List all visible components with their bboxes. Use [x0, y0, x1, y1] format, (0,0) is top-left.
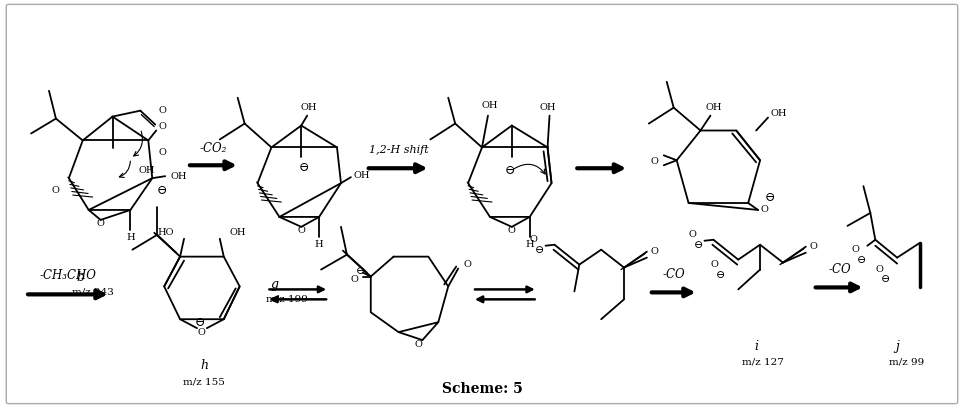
Text: H: H [126, 233, 135, 242]
Text: O: O [688, 230, 697, 239]
Text: m/z 199: m/z 199 [266, 295, 308, 304]
Text: ⊖: ⊖ [857, 255, 866, 265]
Text: O: O [651, 247, 658, 256]
Text: O: O [51, 186, 59, 195]
Text: O: O [96, 220, 104, 228]
Text: HO: HO [157, 228, 174, 237]
Text: i: i [754, 339, 758, 353]
Text: m/z 243: m/z 243 [71, 288, 114, 297]
Text: O: O [297, 226, 306, 235]
Text: O: O [463, 260, 471, 269]
Text: b: b [77, 271, 85, 284]
Text: OH: OH [770, 109, 787, 118]
Text: O: O [875, 265, 883, 274]
Text: -CH₃CHO: -CH₃CHO [40, 269, 96, 282]
Text: OH: OH [354, 171, 370, 180]
Text: OH: OH [229, 228, 246, 237]
Text: O: O [198, 328, 206, 337]
Text: O: O [415, 339, 422, 348]
Text: OH: OH [170, 172, 187, 181]
Text: O: O [158, 148, 166, 157]
Text: m/z 127: m/z 127 [742, 357, 784, 366]
Text: j: j [896, 339, 899, 353]
FancyArrowPatch shape [134, 131, 143, 156]
FancyArrowPatch shape [514, 164, 546, 174]
Text: O: O [530, 235, 538, 244]
Text: m/z 99: m/z 99 [890, 357, 924, 366]
Text: ⊖: ⊖ [715, 270, 725, 279]
Text: m/z 155: m/z 155 [183, 377, 225, 386]
FancyArrowPatch shape [120, 161, 130, 177]
Text: -CO₂: -CO₂ [200, 142, 227, 155]
FancyBboxPatch shape [6, 4, 958, 404]
Text: OH: OH [139, 166, 155, 175]
Text: h: h [200, 359, 208, 373]
Text: OH: OH [705, 103, 722, 112]
Text: ⊖: ⊖ [356, 266, 365, 275]
Text: OH: OH [301, 103, 317, 112]
Text: 1,2-H shift: 1,2-H shift [368, 145, 428, 155]
Text: O: O [810, 242, 817, 251]
Text: H: H [525, 240, 534, 249]
Text: O: O [158, 106, 166, 115]
Text: O: O [760, 206, 768, 215]
Text: O: O [158, 122, 166, 131]
Text: O: O [851, 245, 860, 254]
Text: ⊖: ⊖ [195, 316, 205, 329]
Text: O: O [508, 226, 516, 235]
Text: OH: OH [539, 103, 556, 112]
Text: ⊖: ⊖ [764, 191, 775, 204]
Text: ⊖: ⊖ [694, 240, 703, 250]
Text: ⊖: ⊖ [504, 164, 515, 177]
Text: OH: OH [482, 101, 498, 110]
Text: -CO: -CO [662, 268, 685, 281]
Text: ⊖: ⊖ [880, 275, 890, 284]
Text: g: g [271, 278, 279, 291]
Text: O: O [351, 275, 359, 284]
Text: -CO: -CO [828, 263, 851, 276]
Text: H: H [315, 240, 324, 249]
Text: ⊖: ⊖ [157, 184, 168, 197]
Text: O: O [651, 157, 658, 166]
Text: ⊖: ⊖ [535, 245, 545, 255]
Text: ⊖: ⊖ [299, 161, 309, 174]
Text: Scheme: 5: Scheme: 5 [442, 382, 522, 396]
Text: O: O [710, 260, 718, 269]
